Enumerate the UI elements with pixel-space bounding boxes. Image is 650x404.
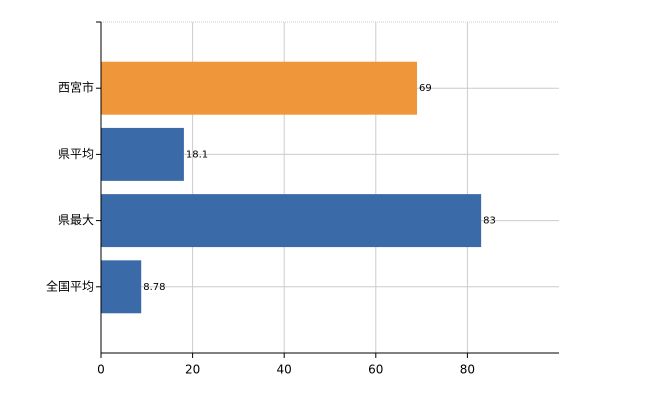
x-tick-label: 0 xyxy=(97,363,105,377)
bar xyxy=(101,61,418,115)
y-tick-label: 全国平均 xyxy=(46,278,94,293)
y-tick-label: 西宮市 xyxy=(58,80,94,95)
bar xyxy=(101,127,184,181)
value-label: 69 xyxy=(419,83,432,94)
x-tick-label: 80 xyxy=(460,363,475,377)
value-label: 83 xyxy=(483,216,496,227)
bar xyxy=(101,260,142,314)
value-label: 18.1 xyxy=(186,149,208,160)
x-tick-label: 20 xyxy=(185,363,200,377)
y-tick-label: 県最大 xyxy=(58,213,94,227)
bar xyxy=(101,194,482,248)
value-label: 8.78 xyxy=(143,282,165,293)
y-tick-label: 県平均 xyxy=(58,147,94,161)
x-tick-label: 60 xyxy=(368,363,383,377)
x-tick-label: 40 xyxy=(277,363,292,377)
